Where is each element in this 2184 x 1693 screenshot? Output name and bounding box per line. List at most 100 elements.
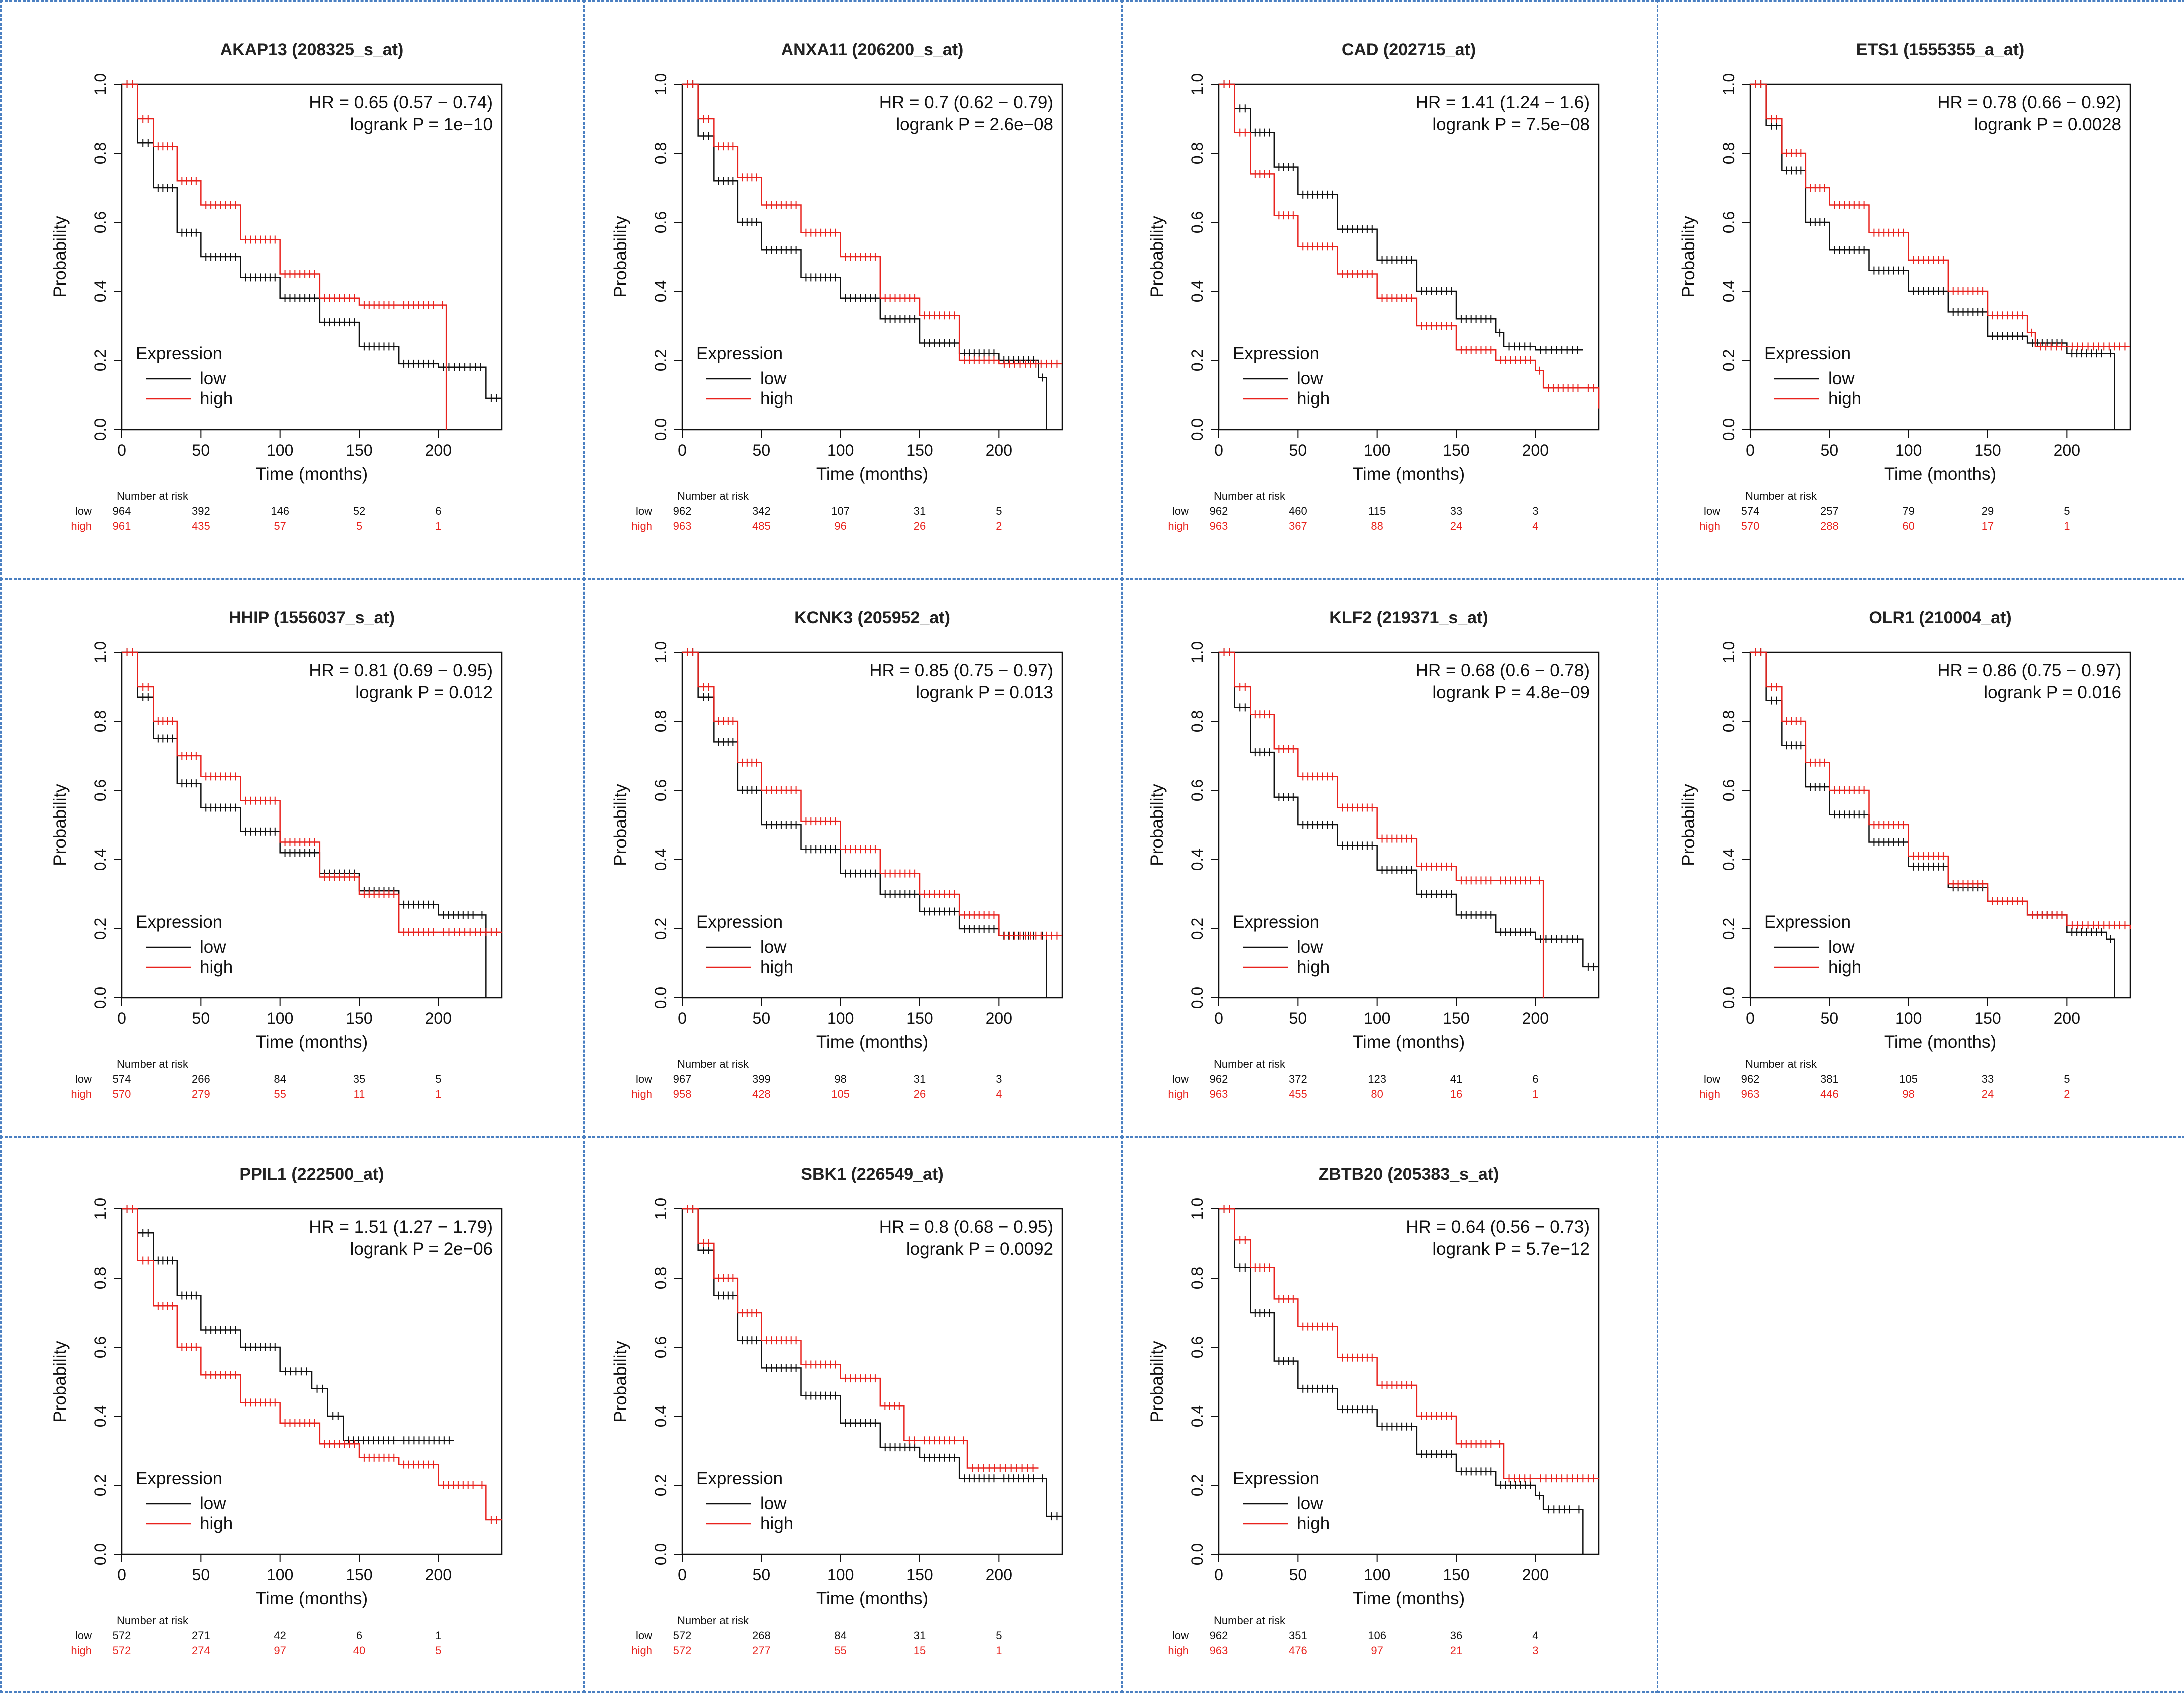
x-tick-label: 100 bbox=[1364, 441, 1390, 459]
risk-count-high: 1 bbox=[996, 1644, 1002, 1657]
risk-count-low: 266 bbox=[191, 1073, 210, 1085]
km-panel: KCNK3 (205952_at) 0.0 0.2 0.4 0.6 0.8 1.0 Proba… bbox=[602, 597, 1103, 1118]
km-panel: KLF2 (219371_s_at) 0.0 0.2 0.4 0.6 0.8 1.0 Prob… bbox=[1139, 597, 1639, 1118]
x-axis-label: Time (months) bbox=[1353, 464, 1465, 484]
risk-count-low: 123 bbox=[1368, 1073, 1386, 1085]
risk-count-low: 392 bbox=[191, 505, 210, 517]
y-tick-label: 0.8 bbox=[1188, 710, 1206, 732]
x-axis-label: Time (months) bbox=[816, 1032, 928, 1052]
x-tick-label: 100 bbox=[827, 441, 853, 459]
chart-title: ETS1 (1555355_a_at) bbox=[1856, 40, 2024, 59]
survival-curve-low bbox=[121, 651, 487, 998]
logrank-p-label: logrank P = 4.8e−09 bbox=[1432, 683, 1590, 702]
risk-count-high: 40 bbox=[353, 1644, 365, 1657]
y-tick-label: 0.0 bbox=[91, 418, 109, 440]
risk-count-high: 17 bbox=[1982, 520, 1994, 532]
y-tick-label: 0.4 bbox=[1720, 280, 1738, 302]
risk-count-low: 84 bbox=[274, 1073, 286, 1085]
x-tick-label: 150 bbox=[346, 441, 372, 459]
km-panel: ANXA11 (206200_s_at) 0.0 0.2 0.4 0.6 0.8 1.0 Pr… bbox=[602, 29, 1103, 550]
risk-count-low: 460 bbox=[1289, 505, 1307, 517]
x-tick-label: 100 bbox=[827, 1009, 853, 1027]
survival-curve-low bbox=[1750, 651, 2115, 998]
km-chart: ANXA11 (206200_s_at) 0.0 0.2 0.4 0.6 0.8 1.0 Pr… bbox=[611, 40, 1063, 532]
hazard-ratio-label: HR = 0.64 (0.56 − 0.73) bbox=[1406, 1217, 1590, 1237]
y-axis-label: Probability bbox=[1147, 1340, 1167, 1422]
x-tick-label: 50 bbox=[1289, 1566, 1307, 1584]
hazard-ratio-label: HR = 0.85 (0.75 − 0.97) bbox=[869, 661, 1053, 680]
risk-count-high: 1 bbox=[1532, 1088, 1538, 1100]
risk-count-high: 279 bbox=[191, 1088, 210, 1100]
x-tick-label: 50 bbox=[1821, 1009, 1839, 1027]
risk-count-high: 60 bbox=[1902, 520, 1914, 532]
legend-label-low: low bbox=[200, 369, 226, 388]
x-tick-label: 0 bbox=[678, 1566, 687, 1584]
y-tick-label: 1.0 bbox=[1720, 73, 1738, 95]
y-tick-label: 0.0 bbox=[1188, 986, 1206, 1008]
risk-row-label-high: high bbox=[631, 520, 652, 532]
survival-curve-high bbox=[121, 651, 502, 933]
x-axis-label: Time (months) bbox=[1884, 464, 1996, 484]
risk-count-low: 574 bbox=[1741, 505, 1760, 517]
risk-row-label-high: high bbox=[71, 520, 92, 532]
y-tick-label: 0.4 bbox=[91, 848, 109, 870]
risk-table-title: Number at risk bbox=[677, 1614, 749, 1627]
y-tick-label: 0.6 bbox=[1720, 211, 1738, 233]
risk-table-title: Number at risk bbox=[677, 490, 749, 502]
y-tick-label: 0.4 bbox=[1720, 848, 1738, 870]
chart-title: SBK1 (226549_at) bbox=[801, 1165, 943, 1184]
risk-count-high: 24 bbox=[1450, 520, 1462, 532]
x-tick-label: 200 bbox=[425, 441, 451, 459]
x-tick-label: 200 bbox=[425, 1566, 451, 1584]
plot-frame bbox=[1218, 83, 1600, 430]
risk-count-high: 435 bbox=[191, 520, 210, 532]
risk-count-high: 55 bbox=[274, 1088, 286, 1100]
risk-row-label-low: low bbox=[1704, 505, 1720, 517]
risk-count-high: 97 bbox=[274, 1644, 286, 1657]
risk-count-high: 455 bbox=[1289, 1088, 1307, 1100]
logrank-p-label: logrank P = 5.7e−12 bbox=[1432, 1239, 1590, 1259]
risk-table-title: Number at risk bbox=[1214, 1614, 1286, 1627]
x-tick-label: 200 bbox=[985, 1009, 1012, 1027]
risk-count-low: 6 bbox=[435, 505, 441, 517]
x-tick-label: 150 bbox=[346, 1009, 372, 1027]
y-tick-label: 0.6 bbox=[91, 211, 109, 233]
risk-count-high: 4 bbox=[1532, 520, 1538, 532]
risk-row-label-low: low bbox=[75, 1073, 91, 1085]
hazard-ratio-label: HR = 0.8 (0.68 − 0.95) bbox=[879, 1217, 1053, 1237]
risk-count-low: 31 bbox=[913, 1629, 925, 1642]
x-tick-label: 150 bbox=[1974, 441, 2001, 459]
y-axis-label: Probability bbox=[611, 1340, 630, 1422]
x-tick-label: 0 bbox=[1214, 441, 1223, 459]
hazard-ratio-label: HR = 0.65 (0.57 − 0.74) bbox=[309, 93, 493, 112]
risk-row-label-high: high bbox=[631, 1644, 652, 1657]
risk-count-low: 146 bbox=[271, 505, 289, 517]
risk-count-low: 33 bbox=[1450, 505, 1462, 517]
legend-label-low: low bbox=[1828, 369, 1855, 388]
risk-count-low: 6 bbox=[1532, 1073, 1538, 1085]
risk-count-low: 105 bbox=[1899, 1073, 1918, 1085]
risk-row-label-high: high bbox=[1168, 1644, 1189, 1657]
km-panel: SBK1 (226549_at) 0.0 0.2 0.4 0.6 0.8 1.0 Probab… bbox=[602, 1154, 1103, 1674]
y-tick-label: 0.0 bbox=[1188, 1543, 1206, 1565]
chart-title: CAD (202715_at) bbox=[1342, 40, 1476, 59]
y-tick-label: 0.2 bbox=[91, 917, 109, 939]
risk-count-low: 572 bbox=[112, 1629, 131, 1642]
risk-table-title: Number at risk bbox=[1214, 1058, 1286, 1070]
risk-count-high: 274 bbox=[191, 1644, 210, 1657]
y-tick-label: 0.2 bbox=[1720, 349, 1738, 371]
risk-count-high: 570 bbox=[112, 1088, 131, 1100]
legend-label-low: low bbox=[1297, 937, 1323, 957]
risk-count-high: 2 bbox=[2064, 1088, 2070, 1100]
risk-count-high: 96 bbox=[834, 520, 846, 532]
y-tick-label: 0.4 bbox=[652, 280, 670, 302]
chart-title: AKAP13 (208325_s_at) bbox=[220, 40, 403, 59]
legend-label-high: high bbox=[1828, 957, 1861, 977]
km-chart: OLR1 (210004_at) 0.0 0.2 0.4 0.6 0.8 1.0 Probab… bbox=[1679, 608, 2131, 1100]
y-tick-label: 0.2 bbox=[1720, 917, 1738, 939]
x-axis-label: Time (months) bbox=[255, 1032, 367, 1052]
chart-title: ZBTB20 (205383_s_at) bbox=[1319, 1165, 1499, 1184]
y-tick-label: 1.0 bbox=[652, 1197, 670, 1219]
risk-count-high: 105 bbox=[831, 1088, 850, 1100]
risk-count-low: 572 bbox=[673, 1629, 691, 1642]
